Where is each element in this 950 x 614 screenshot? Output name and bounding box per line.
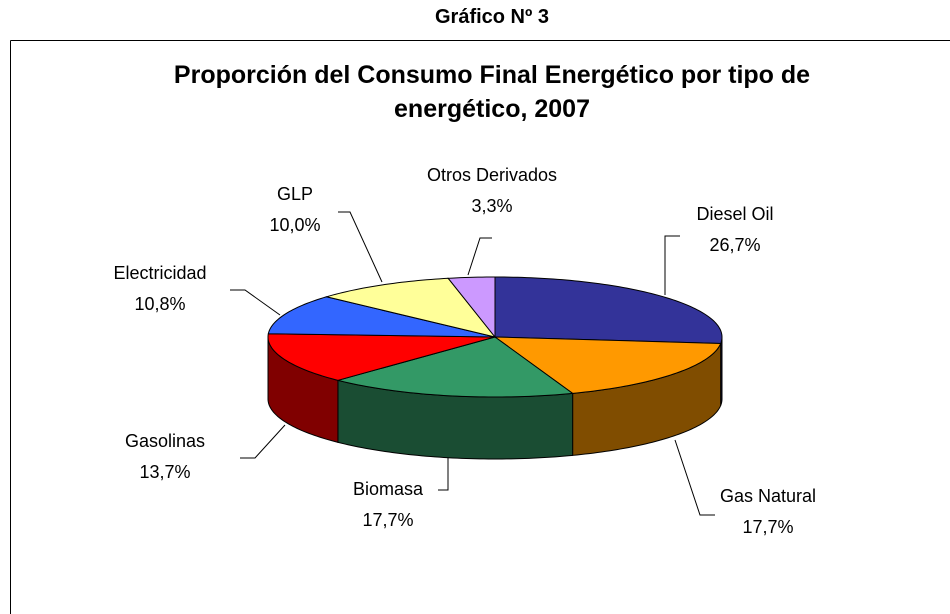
chart-title: Proporción del Consumo Final Energético …: [173, 61, 811, 123]
leader-line: [338, 211, 383, 283]
value-label: 17,7%: [362, 510, 413, 530]
slice: [267, 333, 496, 381]
slice: [267, 296, 496, 338]
value-label: 10,8%: [134, 294, 185, 314]
value-label: 26,7%: [709, 235, 760, 255]
slice: [335, 336, 575, 398]
slice: [494, 276, 723, 345]
slice-label: Otros Derivados: [427, 165, 557, 185]
value-label: 17,7%: [742, 517, 793, 537]
slice: [493, 336, 722, 394]
slice-label: Electricidad: [113, 263, 206, 283]
leader-line: [438, 458, 449, 491]
slice-label: Diesel Oil: [696, 204, 773, 224]
value-label: 10,0%: [269, 215, 320, 235]
slice-label: Gas Natural: [720, 486, 816, 506]
leader-line: [240, 424, 286, 459]
leader-line: [674, 439, 715, 516]
slice-label: GLP: [277, 184, 313, 204]
slice-label: Gasolinas: [125, 431, 205, 451]
slice: [447, 276, 496, 339]
figure-header: Gráfico Nº 3: [434, 6, 549, 28]
slice-label: Biomasa: [353, 479, 424, 499]
value-label: 3,3%: [471, 196, 512, 216]
leader-line: [664, 235, 680, 295]
value-label: 13,7%: [139, 462, 190, 482]
slice: [324, 277, 497, 338]
leader-line: [230, 289, 281, 316]
leader-line: [467, 237, 492, 276]
